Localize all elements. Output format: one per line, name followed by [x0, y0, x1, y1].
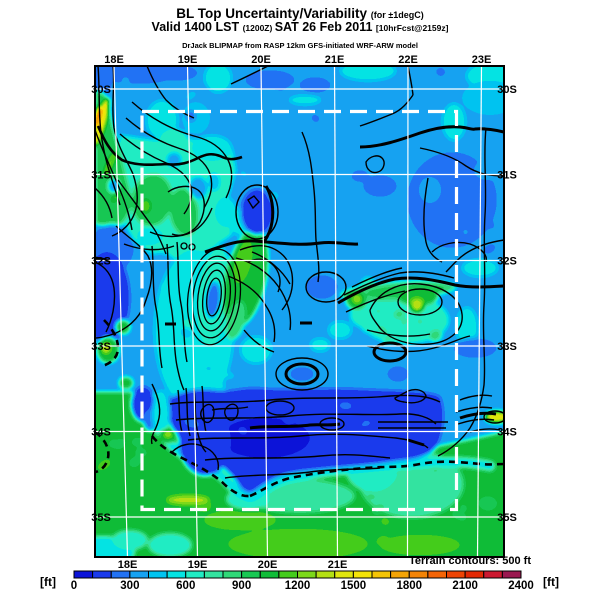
svg-text:0: 0 — [71, 580, 77, 592]
svg-text:Valid 1400 LST (1200Z) SAT 26: Valid 1400 LST (1200Z) SAT 26 Feb 2011 [… — [152, 20, 449, 34]
svg-text:900: 900 — [232, 580, 251, 592]
svg-text:[ft]: [ft] — [543, 575, 559, 589]
svg-text:34S: 34S — [91, 427, 111, 439]
svg-text:18E: 18E — [104, 54, 124, 66]
svg-text:2100: 2100 — [452, 580, 478, 592]
svg-text:18E: 18E — [118, 559, 138, 571]
svg-text:22E: 22E — [398, 54, 418, 66]
svg-text:2400: 2400 — [508, 580, 534, 592]
svg-text:20E: 20E — [251, 54, 271, 66]
svg-text:21E: 21E — [325, 54, 345, 66]
svg-text:34S: 34S — [497, 427, 517, 439]
svg-text:32S: 32S — [497, 256, 517, 268]
svg-text:19E: 19E — [178, 54, 198, 66]
svg-text:33S: 33S — [497, 341, 517, 353]
svg-text:DrJack BLIPMAP from RASP 12km: DrJack BLIPMAP from RASP 12km GFS-initia… — [182, 41, 418, 50]
svg-text:19E: 19E — [188, 559, 208, 571]
svg-text:300: 300 — [120, 580, 139, 592]
svg-text:32S: 32S — [91, 256, 111, 268]
svg-text:BL Top Uncertainty/Variability: BL Top Uncertainty/Variability (for ±1de… — [176, 6, 423, 21]
svg-text:23E: 23E — [472, 54, 492, 66]
svg-text:31S: 31S — [91, 170, 111, 182]
svg-text:1200: 1200 — [285, 580, 311, 592]
svg-text:30S: 30S — [497, 84, 517, 96]
svg-text:1800: 1800 — [396, 580, 422, 592]
svg-text:31S: 31S — [497, 170, 517, 182]
svg-text:20E: 20E — [258, 559, 278, 571]
svg-text:30S: 30S — [91, 84, 111, 96]
svg-text:33S: 33S — [91, 341, 111, 353]
svg-text:[ft]: [ft] — [40, 575, 56, 589]
svg-text:1500: 1500 — [341, 580, 367, 592]
svg-text:35S: 35S — [497, 512, 517, 524]
svg-text:35S: 35S — [91, 512, 111, 524]
svg-text:Terrain contours: 500 ft: Terrain contours: 500 ft — [409, 555, 531, 567]
svg-text:21E: 21E — [328, 559, 348, 571]
svg-text:600: 600 — [176, 580, 195, 592]
